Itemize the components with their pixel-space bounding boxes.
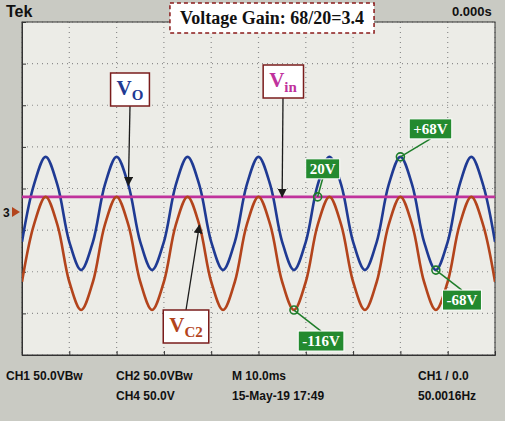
background xyxy=(0,0,505,421)
grid-line-x xyxy=(305,22,306,355)
annotation: +68V xyxy=(396,119,451,161)
annotation-leader xyxy=(294,310,321,331)
annotation: -68V xyxy=(432,266,482,310)
chart-title: Voltage Gain: 68/20=3.4 xyxy=(180,8,364,28)
scope-status: 15-May-19 17:49 xyxy=(232,389,324,403)
x-tick-mark xyxy=(353,351,354,355)
x-tick-mark xyxy=(69,351,70,355)
x-tick xyxy=(164,351,165,355)
y-tick xyxy=(22,105,26,106)
grid-line-y xyxy=(22,271,495,272)
annotation-label: +68V xyxy=(413,121,448,137)
y-tick-mark xyxy=(22,189,26,190)
x-tick-mark xyxy=(306,351,307,355)
y-tick-mark xyxy=(22,64,26,65)
y-tick xyxy=(22,313,26,314)
annotation: 20V xyxy=(306,159,340,201)
series-line xyxy=(22,197,495,310)
series-label-text: VC2 xyxy=(169,313,203,340)
annotation-point xyxy=(314,193,322,201)
scope-status: 50.0016Hz xyxy=(418,389,476,403)
series-label-arrow xyxy=(128,106,130,185)
y-axis xyxy=(22,23,26,356)
scope-status: CH2 50.0VBw xyxy=(116,369,193,383)
x-tick xyxy=(117,351,118,355)
y-tick-mark xyxy=(22,147,26,148)
grid-line-y xyxy=(22,146,495,147)
grid-line-x xyxy=(163,22,164,355)
y-tick-mark xyxy=(22,105,26,106)
scope-status: M 10.0ms xyxy=(232,369,286,383)
grid-line-y xyxy=(22,313,495,314)
grid-line-x xyxy=(211,22,212,355)
scope-status: CH1 50.0VBw xyxy=(6,369,83,383)
annotation-label: -68V xyxy=(446,292,477,308)
title-group: Voltage Gain: 68/20=3.4 xyxy=(170,3,374,33)
oscilloscope-chart: VO Vin VC2 20V +68V -116V -68V Voltage Gain: 68… xyxy=(0,0,505,421)
grid-line-y xyxy=(22,105,495,106)
x-tick-mark xyxy=(400,351,401,355)
x-tick xyxy=(400,351,401,355)
x-tick-mark xyxy=(448,351,449,355)
x-tick xyxy=(259,351,260,355)
grid xyxy=(22,22,495,355)
x-tick-mark xyxy=(117,351,118,355)
series-label-text: VO xyxy=(117,76,144,103)
plot-frame xyxy=(22,22,495,355)
series-label-box xyxy=(263,65,303,98)
series-label: VC2 xyxy=(163,310,209,343)
y-tick xyxy=(22,147,26,148)
grid-line-y xyxy=(22,230,495,231)
series-label-arrow xyxy=(186,225,199,310)
scope-time-position: 0.000s xyxy=(452,4,492,19)
annotations: 20V +68V -116V -68V xyxy=(290,119,481,351)
x-tick xyxy=(306,351,307,355)
series-labels: VO Vin VC2 xyxy=(111,65,304,343)
scope-status: CH1 / 0.0 xyxy=(418,369,469,383)
annotation-label: -116V xyxy=(302,333,340,349)
scope-status: CH4 50.0V xyxy=(116,389,175,403)
x-tick xyxy=(353,351,354,355)
grid-line-x xyxy=(69,22,70,355)
series-lines xyxy=(22,157,495,310)
series-label-box xyxy=(163,310,209,343)
annotation-label: 20V xyxy=(310,161,336,177)
series-label-box xyxy=(111,73,150,106)
x-tick-mark xyxy=(164,351,165,355)
y-axis-line xyxy=(23,23,27,356)
annotation-leader xyxy=(436,270,462,290)
grid-line-y xyxy=(22,63,495,64)
annotation-point xyxy=(396,153,404,161)
title-box xyxy=(170,3,374,33)
y-tick-mark xyxy=(22,313,26,314)
annotation-leader xyxy=(400,139,430,157)
annotation-box xyxy=(306,159,340,179)
series-label: Vin xyxy=(263,65,303,98)
x-tick xyxy=(211,351,212,355)
y-tick xyxy=(22,64,26,65)
annotation-point xyxy=(432,266,440,274)
annotation-box xyxy=(442,290,481,310)
annotation-box xyxy=(298,331,344,351)
annotation-box xyxy=(409,119,452,139)
x-tick xyxy=(448,351,449,355)
x-tick-mark xyxy=(259,351,260,355)
series-line xyxy=(22,157,495,270)
grid-line-x xyxy=(400,22,401,355)
channel-marker-arrow xyxy=(12,207,20,217)
series-label: VO xyxy=(111,73,150,106)
x-tick-mark xyxy=(211,351,212,355)
annotation-point xyxy=(290,306,298,314)
grid-line-x xyxy=(258,22,259,355)
grid-line-y xyxy=(22,188,495,189)
screen-area xyxy=(22,22,495,355)
channel-marker: 3 xyxy=(3,206,10,220)
y-tick xyxy=(22,189,26,190)
x-tick xyxy=(69,351,70,355)
series-label-arrow xyxy=(281,98,283,197)
scope-brand: Tek xyxy=(6,3,32,20)
series-label-text: Vin xyxy=(269,68,297,95)
annotation: -116V xyxy=(290,306,344,351)
